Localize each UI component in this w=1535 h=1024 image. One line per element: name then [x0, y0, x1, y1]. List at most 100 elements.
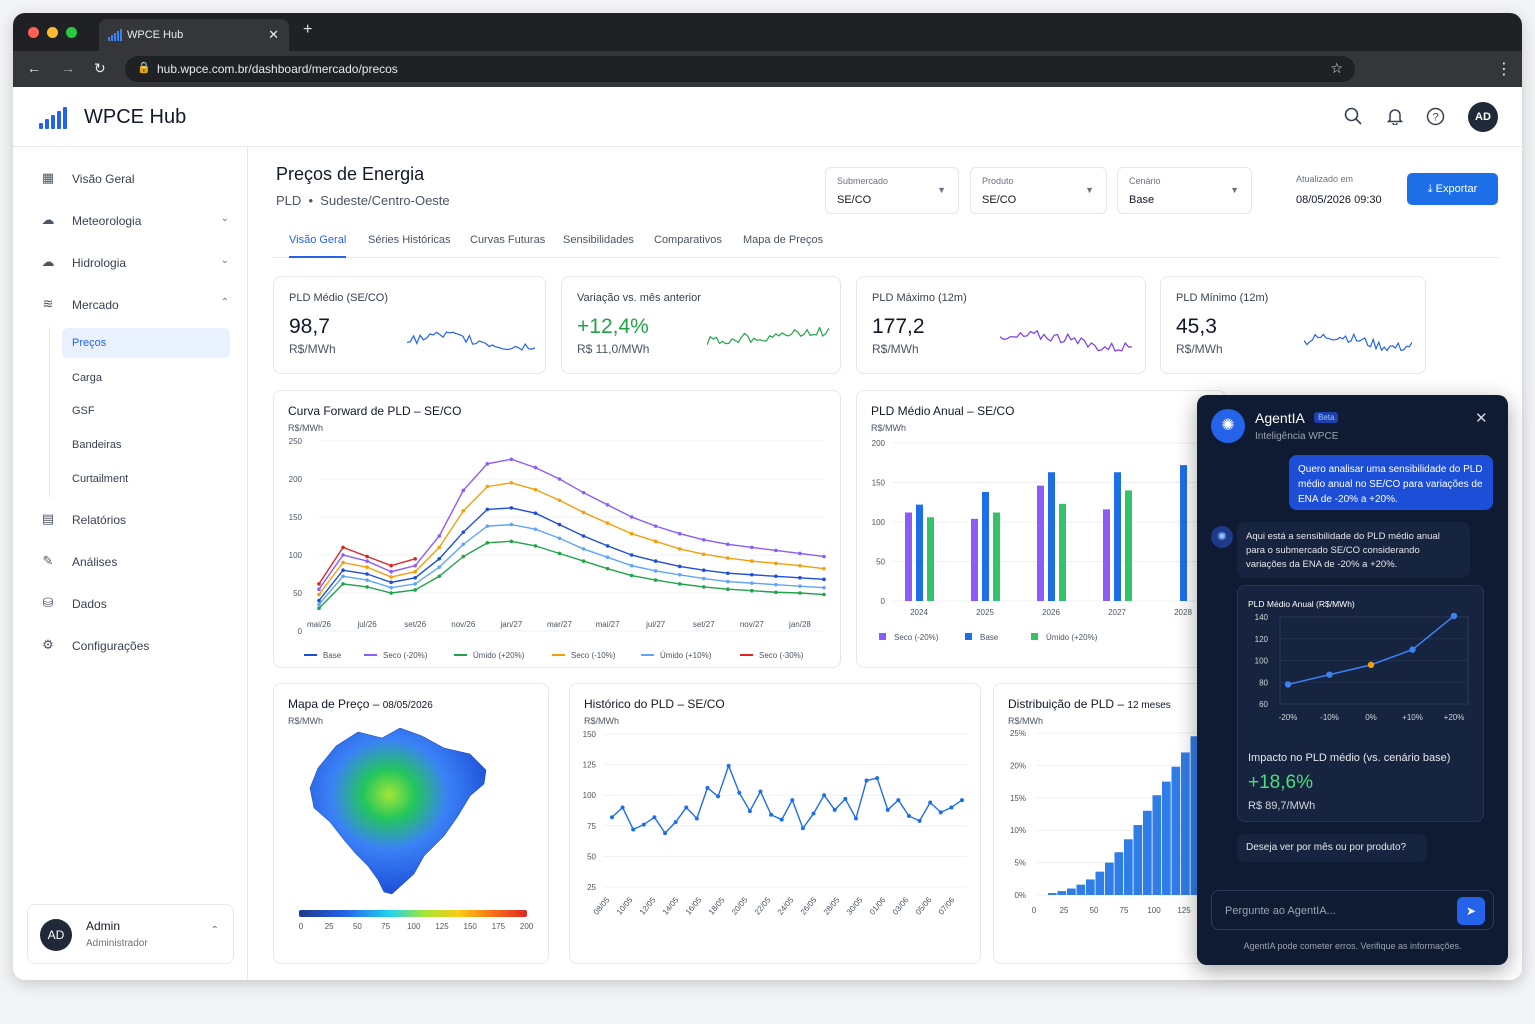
chevron-up-icon: ⌃ [210, 925, 219, 936]
series-point [557, 477, 562, 481]
series-point [774, 548, 778, 553]
series-point [750, 545, 754, 550]
send-button[interactable]: ➤ [1457, 897, 1485, 925]
series-point [677, 572, 682, 577]
sidebar-item-visao-geral[interactable]: ▦ Visão Geral [39, 166, 229, 192]
close-window-dot[interactable] [28, 27, 39, 38]
map-date: 08/05/2026 [382, 700, 433, 711]
new-tab-icon[interactable]: + [303, 21, 313, 38]
bar [927, 517, 934, 601]
minimize-window-dot[interactable] [47, 27, 58, 38]
forward-curve-card: Curva Forward de PLD – SE/CO R$/MWh 0 50 1… [273, 390, 841, 668]
history-point [949, 805, 954, 810]
series-point [750, 572, 754, 577]
page-title: Preços de Energia [276, 164, 425, 184]
series-point [485, 484, 490, 489]
user-card[interactable]: AD Admin Administrador ⌃ [27, 904, 234, 964]
select-label: Submercado [837, 176, 889, 186]
y-tick-label: 250 [289, 437, 303, 446]
sidebar-subitem-precos[interactable]: Preços [62, 328, 230, 358]
sidebar-item-dados[interactable]: ⛁ Dados [39, 591, 229, 617]
x-tick-label: 03/06 [891, 895, 911, 917]
kpi-card-pld-minimo[interactable]: PLD Mínimo (12m) 45,3 R$/MWh [1160, 276, 1426, 374]
tab-curvas-futuras[interactable]: Curvas Futuras [470, 234, 546, 246]
sidebar-subitem-bandeiras[interactable]: Bandeiras [62, 430, 230, 460]
close-tab-icon[interactable]: ✕ [268, 27, 279, 42]
close-icon[interactable]: ✕ [1475, 410, 1488, 427]
subitem-label: Carga [72, 372, 102, 384]
download-icon: ⤓ [1427, 183, 1433, 195]
bell-icon[interactable] [1386, 107, 1404, 125]
y-tick-label: 0 [881, 597, 886, 606]
legend-label: Úmido (+20%) [1046, 633, 1098, 642]
url-field[interactable]: 🔒 hub.wpce.com.br/dashboard/mercado/prec… [125, 56, 1355, 82]
y-tick-label: 100 [1255, 657, 1269, 666]
sidebar-item-label: Visão Geral [72, 172, 135, 186]
series-line [318, 523, 825, 605]
avatar[interactable]: AD [1468, 102, 1498, 132]
report-icon: ▤ [41, 511, 55, 526]
kpi-card-variacao[interactable]: Variação vs. mês anterior +12,4% R$ 11,0… [561, 276, 841, 374]
series-point [726, 542, 730, 547]
sidebar-subitem-gsf[interactable]: GSF [62, 396, 230, 426]
submercado-select[interactable]: Submercado SE/CO ▼ [825, 167, 959, 214]
sidebar-subitem-curtailment[interactable]: Curtailment [62, 464, 230, 494]
series-point [461, 554, 466, 559]
series-point [726, 587, 730, 591]
cenario-select[interactable]: Cenário Base ▼ [1117, 167, 1252, 214]
tab-favicon-icon [108, 29, 122, 41]
chart-unit: R$/MWh [288, 423, 324, 433]
forward-icon[interactable]: → [61, 60, 75, 76]
series-point [389, 585, 393, 590]
tab-mapa-precos[interactable]: Mapa de Preços [743, 234, 824, 246]
x-tick-label: 20/05 [730, 895, 750, 917]
reload-icon[interactable]: ↻ [94, 60, 106, 76]
series-point [629, 553, 634, 557]
sidebar-item-meteorologia[interactable]: ☁ Meteorologia ⌄ [39, 208, 230, 234]
series-point [653, 569, 658, 573]
select-value: Base [1129, 194, 1155, 206]
sidebar-item-analises[interactable]: ✎ Análises [39, 549, 229, 575]
maximize-window-dot[interactable] [66, 27, 77, 38]
agent-input[interactable]: Pergunte ao AgentIA... ➤ [1211, 890, 1494, 930]
series-point [365, 578, 369, 582]
chevron-up-icon: ⌃ [220, 297, 229, 308]
price-map-card: Mapa de Preço – 08/05/2026 R$/MWh 0 25 50 7… [273, 683, 549, 964]
kpi-card-pld-medio[interactable]: PLD Médio (SE/CO) 98,7 R$/MWh [273, 276, 546, 374]
tab-comparativos[interactable]: Comparativos [654, 234, 722, 246]
history-point [747, 809, 752, 814]
history-point [726, 763, 731, 768]
legend-label: Base [323, 651, 342, 660]
scale-label: 125 [435, 922, 449, 931]
kpi-label: PLD Máximo (12m) [872, 292, 967, 304]
sidebar-item-configuracoes[interactable]: ⚙ Configurações [39, 633, 229, 659]
export-button[interactable]: ⤓ Exportar [1407, 173, 1498, 205]
sidebar-item-hidrologia[interactable]: ☁ Hidrologia ⌄ [39, 250, 230, 276]
kpi-label: PLD Médio (SE/CO) [289, 292, 389, 304]
tab-visao-geral[interactable]: Visão Geral [289, 234, 347, 258]
lock-icon: 🔒 [137, 62, 151, 74]
agent-name: AgentIA [1255, 410, 1305, 426]
browser-tab[interactable]: WPCE Hub ✕ [99, 19, 289, 51]
tab-series-historicas[interactable]: Séries Históricas [368, 234, 451, 246]
back-icon[interactable]: ← [27, 60, 41, 76]
chart-unit: R$/MWh [584, 716, 620, 726]
sidebar-item-relatorios[interactable]: ▤ Relatórios [39, 507, 229, 533]
tab-sensibilidades[interactable]: Sensibilidades [563, 234, 634, 246]
series-point [413, 557, 417, 561]
y-tick-label: 10% [1010, 826, 1026, 835]
scale-label: 150 [464, 922, 478, 931]
x-tick-label: 2025 [976, 608, 994, 617]
search-icon[interactable] [1344, 107, 1362, 125]
help-icon[interactable]: ? [1426, 107, 1445, 126]
brazil-price-map[interactable]: 0 25 50 75 100 125 150 175 200 [274, 724, 550, 964]
sidebar-subitem-carga[interactable]: Carga [62, 363, 230, 393]
kpi-card-pld-maximo[interactable]: PLD Máximo (12m) 177,2 R$/MWh [856, 276, 1146, 374]
produto-select[interactable]: Produto SE/CO ▼ [970, 167, 1107, 214]
bookmark-star-icon[interactable]: ☆ [1330, 60, 1343, 76]
sidebar-item-mercado[interactable]: ≋ Mercado ⌃ [39, 292, 229, 318]
series-point [485, 541, 490, 545]
bar [905, 512, 912, 601]
legend-label: Úmido (+10%) [660, 651, 712, 660]
browser-menu-icon[interactable]: ⋮ [1496, 61, 1512, 78]
